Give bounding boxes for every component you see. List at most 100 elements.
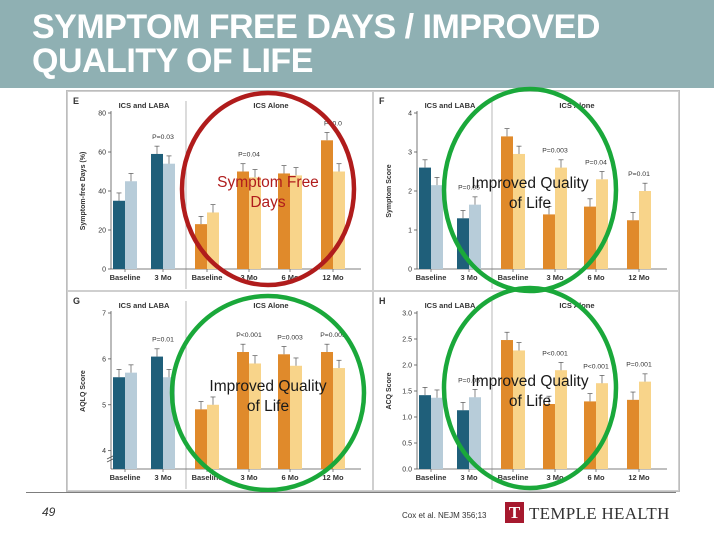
bar [249,177,261,269]
y-tick-label: 0 [102,267,106,274]
y-axis-label: AQLQ Score [80,370,87,412]
p-value-label: P=0.003 [542,148,568,155]
y-tick-label: 40 [98,189,106,196]
bar [501,340,513,469]
chart-panel-g: G ICS and LABA ICS Alone 4 5 6 7 AQLQ Score Base… [67,291,373,491]
p-value-label: P=0.003 [320,332,346,339]
p-value-label: P=0.05 [458,185,480,192]
bar [290,175,302,269]
x-tick-label: 12 Mo [322,473,344,482]
bar [555,370,567,469]
y-tick-label: 4 [102,448,106,455]
y-tick-label: 3.0 [402,311,412,318]
x-tick-label: 6 Mo [587,273,605,282]
y-tick-label: 6 [102,356,106,363]
bar [125,372,137,469]
p-value-label: P=0.0 [324,120,342,127]
p-value-label: P<0.001 [236,332,262,339]
y-tick-label: 2 [408,189,412,196]
bar [163,377,175,469]
p-value-label: P=0.001 [626,362,652,369]
x-tick-label: 3 Mo [546,473,564,482]
group-label: ICS Alone [253,101,288,110]
y-tick-label: 0 [408,267,412,274]
bar [555,167,567,269]
bar [543,404,555,469]
x-tick-label: 12 Mo [628,273,650,282]
p-value-label: P=0.01 [628,171,650,178]
x-tick-label: 3 Mo [240,273,258,282]
bar [419,167,431,269]
bar [237,171,249,269]
citation: Cox et al. NEJM 356;13 [402,511,487,520]
bar [321,352,333,469]
x-tick-label: 12 Mo [628,473,650,482]
group-label: ICS and LABA [425,101,476,110]
bar [627,399,639,469]
x-tick-label: 6 Mo [281,473,299,482]
group-label: ICS Alone [559,101,594,110]
bar [457,218,469,269]
x-tick-label: 3 Mo [546,273,564,282]
title-bar [0,0,714,88]
bar [639,381,651,469]
bar [584,401,596,469]
page-number: 49 [42,505,56,519]
group-label: ICS and LABA [119,301,170,310]
x-tick-label: Baseline [192,273,223,282]
y-tick-label: 1.0 [402,415,412,422]
y-tick-label: 60 [98,150,106,157]
y-tick-label: 0.0 [402,467,412,474]
bar [163,163,175,269]
bar [513,350,525,469]
bar [431,397,443,469]
bar [419,395,431,469]
temple-health-logo: T TEMPLE HEALTH [505,502,685,526]
y-tick-label: 5 [102,402,106,409]
p-value-label: P=0.04 [585,159,607,166]
y-tick-label: 3 [408,150,412,157]
p-value-label: P=0.05 [458,377,480,384]
panel-letter: H [379,296,386,306]
bar [113,377,125,469]
bar [278,173,290,269]
p-value-label: P=0.003 [277,334,303,341]
y-axis-label: Symptom-free Days (%) [80,152,87,231]
y-tick-label: 4 [408,111,412,118]
bar [195,409,207,469]
y-tick-label: 1.5 [402,389,412,396]
x-tick-label: Baseline [110,273,141,282]
bar [321,140,333,269]
bar [596,383,608,469]
bar [584,206,596,269]
x-tick-label: Baseline [498,473,529,482]
y-axis-label: Symptom Score [386,164,393,217]
bar [513,153,525,269]
group-label: ICS Alone [253,301,288,310]
logo-text: TEMPLE HEALTH [529,504,670,523]
x-tick-label: 6 Mo [281,273,299,282]
bar [278,354,290,469]
x-tick-label: Baseline [416,473,447,482]
group-label: ICS Alone [559,301,594,310]
bar [207,404,219,469]
p-value-label: P=0.04 [238,152,260,159]
bar [457,410,469,469]
slide-title: SYMPTOM FREE DAYS / IMPROVED QUALITY OF … [32,8,600,80]
bar [333,368,345,469]
x-tick-label: Baseline [192,473,223,482]
y-tick-label: 1 [408,228,412,235]
bar [501,136,513,269]
temple-t-icon: T [505,502,524,523]
bar [469,204,481,269]
bar [237,352,249,469]
group-label: ICS and LABA [119,101,170,110]
x-tick-label: 3 Mo [154,273,172,282]
x-tick-label: 3 Mo [240,473,258,482]
bar [249,363,261,469]
bar [596,179,608,269]
bar [151,356,163,469]
bar [195,224,207,269]
y-tick-label: 7 [102,311,106,318]
panel-letter: F [379,96,385,106]
